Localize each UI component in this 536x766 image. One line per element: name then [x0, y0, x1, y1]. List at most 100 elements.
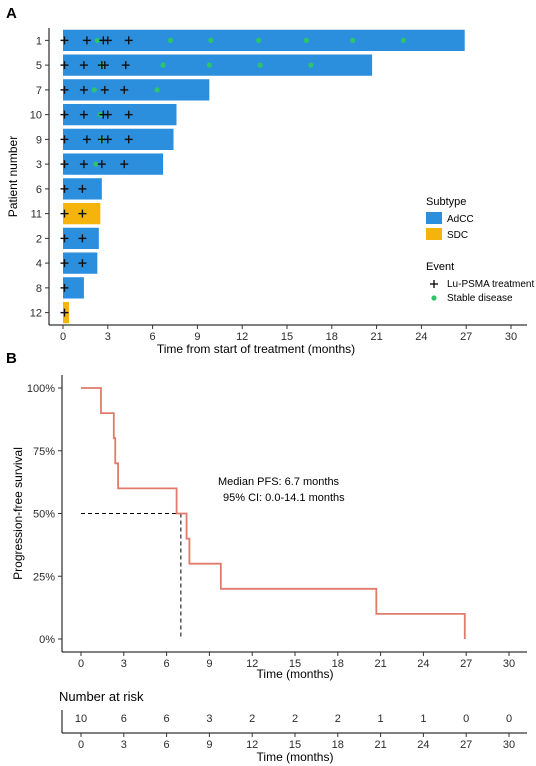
km-x-tick-label-15: 15: [289, 658, 301, 670]
stable-dot-p1-3: [256, 37, 262, 43]
treatment-plus-p11-1: [78, 209, 87, 218]
treatment-plus-p10-4: [124, 110, 133, 119]
treatment-plus-p9-4: [124, 135, 133, 144]
legend-label-stable: Stable disease: [447, 293, 513, 304]
km-y-tick-label-1: 25%: [33, 571, 55, 583]
risk-count-9: 3: [206, 713, 212, 725]
km-x-tick-label-30: 30: [503, 658, 515, 670]
treatment-plus-p3-0: [60, 160, 69, 169]
treatment-plus-p2-0: [60, 234, 69, 243]
risk-count-3: 6: [121, 713, 127, 725]
treatment-plus-p10-3: [103, 110, 112, 119]
bar-patient-1: [63, 29, 465, 52]
risk-table: Number at risk Time (months) 10063663921…: [59, 689, 527, 764]
risk-x-axis-title: Time (months): [257, 750, 334, 764]
legend-swatch-adcc: [426, 212, 442, 224]
km-x-tick-label-21: 21: [374, 658, 386, 670]
risk-count-0: 10: [75, 713, 87, 725]
stable-dot-p5-2: [206, 62, 212, 68]
treatment-plus-p1-1: [82, 36, 91, 45]
legend-label-sdc: SDC: [447, 230, 468, 241]
km-y-tick-label-2: 50%: [33, 509, 55, 521]
risk-count-12: 2: [249, 713, 255, 725]
risk-tick-label-30: 30: [503, 739, 515, 751]
x-tick-label-15: 15: [281, 331, 293, 343]
stable-dot-p1-5: [350, 37, 356, 43]
bar-patient-9: [63, 128, 174, 151]
ci-annotation: 95% CI: 0.0-14.1 months: [223, 492, 345, 504]
km-x-tick-label-12: 12: [246, 658, 258, 670]
legend-subtype-title: Subtype: [426, 196, 466, 208]
km-x-axis-title: Time (months): [257, 667, 334, 681]
y-tick-label-12: 12: [30, 308, 42, 320]
treatment-plus-p10-1: [79, 110, 88, 119]
bar-patient-7: [63, 79, 210, 101]
stable-dot-p1-0: [94, 37, 100, 43]
km-marks: 0% 25% 50% 75% 100% 0 3 6 9 12 15 18 21 24 27 30: [27, 375, 527, 670]
risk-tick-label-9: 9: [206, 739, 212, 751]
treatment-plus-p5-3: [100, 61, 109, 70]
y-tick-label-3: 3: [36, 159, 42, 171]
bar-patient-5: [63, 54, 373, 76]
stable-dot-p5-1: [160, 62, 166, 68]
risk-tick-label-6: 6: [164, 739, 170, 751]
legend-plus-icon: [430, 280, 438, 288]
treatment-plus-p4-1: [78, 259, 87, 268]
legend-event-title: Event: [426, 261, 454, 273]
treatment-plus-p2-1: [78, 234, 87, 243]
km-plot: Progression-free survival Time (months) …: [11, 375, 527, 681]
x-tick-label-0: 0: [60, 331, 66, 343]
median-annotation: Median PFS: 6.7 months: [218, 476, 340, 488]
treatment-plus-p7-3: [120, 85, 129, 94]
km-x-tick-label-3: 3: [121, 658, 127, 670]
km-x-tick-label-27: 27: [460, 658, 472, 670]
treatment-plus-p5-0: [60, 61, 69, 70]
treatment-plus-p7-2: [100, 85, 109, 94]
stable-dot-p3-0: [93, 161, 99, 167]
km-x-tick-label-24: 24: [417, 658, 429, 670]
risk-tick-label-18: 18: [332, 739, 344, 751]
x-tick-label-24: 24: [415, 331, 427, 343]
risk-count-6: 6: [164, 713, 170, 725]
km-survival-curve: [81, 387, 466, 639]
x-tick-label-21: 21: [370, 331, 382, 343]
y-tick-label-9: 9: [36, 134, 42, 146]
treatment-plus-p6-0: [60, 184, 69, 193]
y-tick-label-7: 7: [36, 85, 42, 97]
risk-count-18: 2: [335, 713, 341, 725]
treatment-plus-p11-0: [60, 209, 69, 218]
risk-tick-label-24: 24: [417, 739, 429, 751]
treatment-plus-p1-0: [60, 36, 69, 45]
legend-dot-icon: [431, 295, 437, 301]
legend-label-adcc: AdCC: [447, 214, 474, 225]
risk-tick-label-3: 3: [121, 739, 127, 751]
treatment-plus-p4-0: [60, 259, 69, 268]
bar-patient-10: [63, 103, 177, 126]
stable-dot-p7-1: [154, 87, 160, 93]
y-tick-label-5: 5: [36, 60, 42, 72]
km-y-tick-label-3: 75%: [33, 446, 55, 458]
x-tick-label-12: 12: [236, 331, 248, 343]
panel-label-a: A: [6, 5, 17, 22]
km-y-axis-title: Progression-free survival: [11, 447, 25, 580]
stable-dot-p5-3: [257, 62, 263, 68]
treatment-plus-p8-0: [60, 283, 69, 292]
bar-patient-8: [63, 277, 84, 299]
treatment-plus-p6-1: [78, 184, 87, 193]
risk-tick-label-27: 27: [460, 739, 472, 751]
km-x-tick-label-9: 9: [206, 658, 212, 670]
x-tick-label-18: 18: [326, 331, 338, 343]
y-tick-label-8: 8: [36, 283, 42, 295]
swimmer-legend: Subtype AdCC SDC Event Lu-PSMA treatment…: [426, 196, 534, 304]
legend-label-treatment: Lu-PSMA treatment: [447, 279, 534, 290]
bar-patient-3: [63, 153, 164, 175]
treatment-plus-p7-1: [79, 85, 88, 94]
x-tick-label-30: 30: [505, 331, 517, 343]
treatment-plus-p5-1: [79, 61, 88, 70]
risk-count-24: 1: [420, 713, 426, 725]
y-tick-label-11: 11: [31, 209, 42, 221]
y-tick-label-4: 4: [36, 258, 42, 270]
risk-count-15: 2: [292, 713, 298, 725]
treatment-plus-p3-1: [79, 160, 88, 169]
